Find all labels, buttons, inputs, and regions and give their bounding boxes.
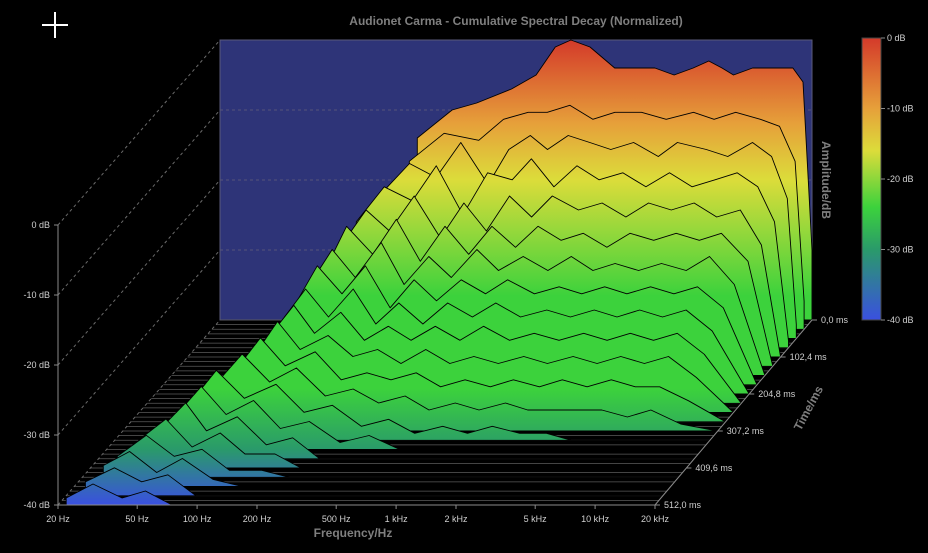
x-tick-label: 500 Hz xyxy=(322,514,351,524)
y-tick-label: -10 dB xyxy=(23,290,50,300)
decay-slice xyxy=(216,353,719,432)
x-axis-label: Frequency/Hz xyxy=(314,526,393,540)
x-tick-label: 200 Hz xyxy=(243,514,272,524)
decay-slice xyxy=(176,386,703,450)
left-wall-line xyxy=(57,319,221,506)
left-wall-grid xyxy=(57,39,221,506)
x-tick-label: 50 Hz xyxy=(125,514,149,524)
left-wall-line xyxy=(57,39,221,226)
decay-slice xyxy=(157,402,695,460)
x-tick-label: 5 kHz xyxy=(524,514,548,524)
y-tick-label: -30 dB xyxy=(23,430,50,440)
z-tick-label: 512,0 ms xyxy=(664,500,702,510)
colorbar-labels: 0 dB -10 dB -20 dB -30 dB -40 dB xyxy=(881,33,914,325)
z-axis-line xyxy=(654,319,813,506)
z-tick-label: 409,6 ms xyxy=(695,463,733,473)
z-tick-label: 0,0 ms xyxy=(821,315,849,325)
x-tick-label: 100 Hz xyxy=(183,514,212,524)
x-tick-label: 20 Hz xyxy=(46,514,70,524)
colorbar-scale xyxy=(861,37,882,321)
z-axis-label: Time/ms xyxy=(791,383,826,433)
colorbar-tick-label: 0 dB xyxy=(887,33,906,43)
colorbar-tick-label: -40 dB xyxy=(887,315,914,325)
colorbar xyxy=(861,37,882,321)
crosshair-icon xyxy=(42,12,68,38)
y-tick-label: -20 dB xyxy=(23,360,50,370)
y-tick-label: -40 dB xyxy=(23,500,50,510)
decay-slice xyxy=(138,418,687,469)
decay-slices xyxy=(65,39,813,506)
axes: 20 Hz 50 Hz 100 Hz 200 Hz 500 Hz 1 kHz 2 kHz 5 … xyxy=(23,220,848,524)
x-tick-label: 1 kHz xyxy=(385,514,409,524)
chart-title: Audionet Carma - Cumulative Spectral Dec… xyxy=(349,14,682,28)
z-tick-label: 102,4 ms xyxy=(790,352,828,362)
x-tick-label: 2 kHz xyxy=(444,514,468,524)
x-tick-label: 10 kHz xyxy=(581,514,610,524)
left-wall-line xyxy=(57,249,221,436)
colorbar-tick-label: -30 dB xyxy=(887,245,914,255)
x-tick-label: 20 kHz xyxy=(641,514,670,524)
left-wall-line xyxy=(57,109,221,296)
left-wall-line xyxy=(57,179,221,366)
y-axis-label: Amplitude/dB xyxy=(819,141,833,219)
colorbar-tick-label: -10 dB xyxy=(887,104,914,114)
y-tick-label: 0 dB xyxy=(31,220,50,230)
decay-slice xyxy=(193,369,711,441)
colorbar-tick-label: -20 dB xyxy=(887,174,914,184)
z-tick-label: 204,8 ms xyxy=(758,389,796,399)
z-tick-label: 307,2 ms xyxy=(727,426,765,436)
